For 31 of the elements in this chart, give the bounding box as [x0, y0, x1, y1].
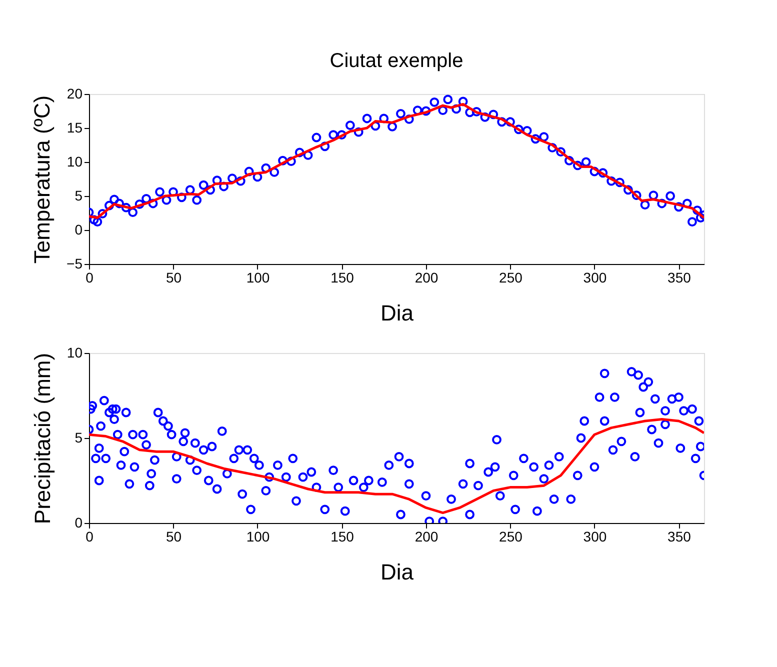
- x-tick-label: 300: [583, 270, 607, 286]
- line-series: [89, 418, 704, 514]
- x-tick-label: 300: [583, 528, 607, 544]
- x-tick-label: 100: [246, 270, 270, 286]
- chart-title: Ciutat exemple: [330, 50, 464, 72]
- x-tick-label: 0: [86, 270, 94, 286]
- x-tick-label: 350: [668, 270, 692, 286]
- x-tick-label: 0: [86, 528, 94, 544]
- y-tick-label: 0: [74, 222, 83, 238]
- x-tick-label: 250: [499, 270, 523, 286]
- y-tick-label: −5: [66, 256, 83, 272]
- y-tick-label: 0: [74, 514, 83, 530]
- y-axis-title: Temperatura (ºC): [30, 95, 55, 264]
- x-tick-label: 50: [166, 528, 182, 544]
- x-tick-label: 50: [166, 270, 182, 286]
- x-tick-label: 200: [414, 528, 438, 544]
- x-tick-label: 350: [668, 528, 692, 544]
- y-tick-label: 20: [66, 86, 83, 102]
- y-tick-label: 10: [66, 344, 83, 360]
- y-tick-label: 5: [74, 188, 83, 204]
- x-tick-label: 250: [499, 528, 523, 544]
- x-axis-title: Dia: [380, 300, 414, 326]
- x-tick-label: 200: [414, 270, 438, 286]
- x-axis-title: Dia: [380, 560, 414, 584]
- y-tick-label: 15: [66, 120, 83, 136]
- y-tick-label: 5: [74, 430, 83, 446]
- y-tick-label: 10: [66, 154, 83, 170]
- x-tick-label: 150: [330, 528, 354, 544]
- y-axis-title: Precipitació (mm): [30, 352, 55, 524]
- x-tick-label: 100: [246, 528, 270, 544]
- x-tick-label: 150: [330, 270, 354, 286]
